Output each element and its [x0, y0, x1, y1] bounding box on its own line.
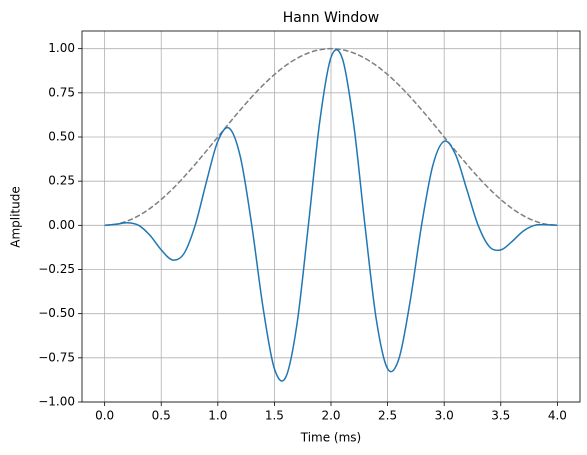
x-tick-label: 0.5 [152, 409, 171, 423]
y-tick-label: −1.00 [38, 395, 75, 409]
plot-frame [81, 30, 581, 403]
x-tick-label: 3.0 [435, 409, 454, 423]
y-tick-label: 0.50 [48, 130, 75, 144]
x-tick-label: 1.5 [265, 409, 284, 423]
y-tick-label: −0.75 [38, 350, 75, 364]
y-tick-label: −0.50 [38, 306, 75, 320]
line-series [104, 47, 558, 227]
y-tick-label: −0.25 [38, 262, 75, 276]
x-tick-label: 0.0 [95, 409, 114, 423]
x-tick-label: 3.5 [491, 409, 510, 423]
chart-title: Hann Window [283, 10, 380, 26]
y-tick-label: 0.00 [48, 218, 75, 232]
y-tick-label: 0.75 [48, 85, 75, 99]
y-tick-label: 0.25 [48, 174, 75, 188]
x-tick-label: 2.0 [321, 409, 340, 423]
x-tick-label: 2.5 [378, 409, 397, 423]
y-tick-label: 1.00 [48, 41, 75, 55]
x-tick-label: 4.0 [548, 409, 567, 423]
x-tick-label: 1.0 [208, 409, 227, 423]
y-axis-label: Amplitude [9, 186, 23, 248]
line-series [104, 48, 558, 382]
x-axis-label: Time (ms) [300, 431, 362, 445]
